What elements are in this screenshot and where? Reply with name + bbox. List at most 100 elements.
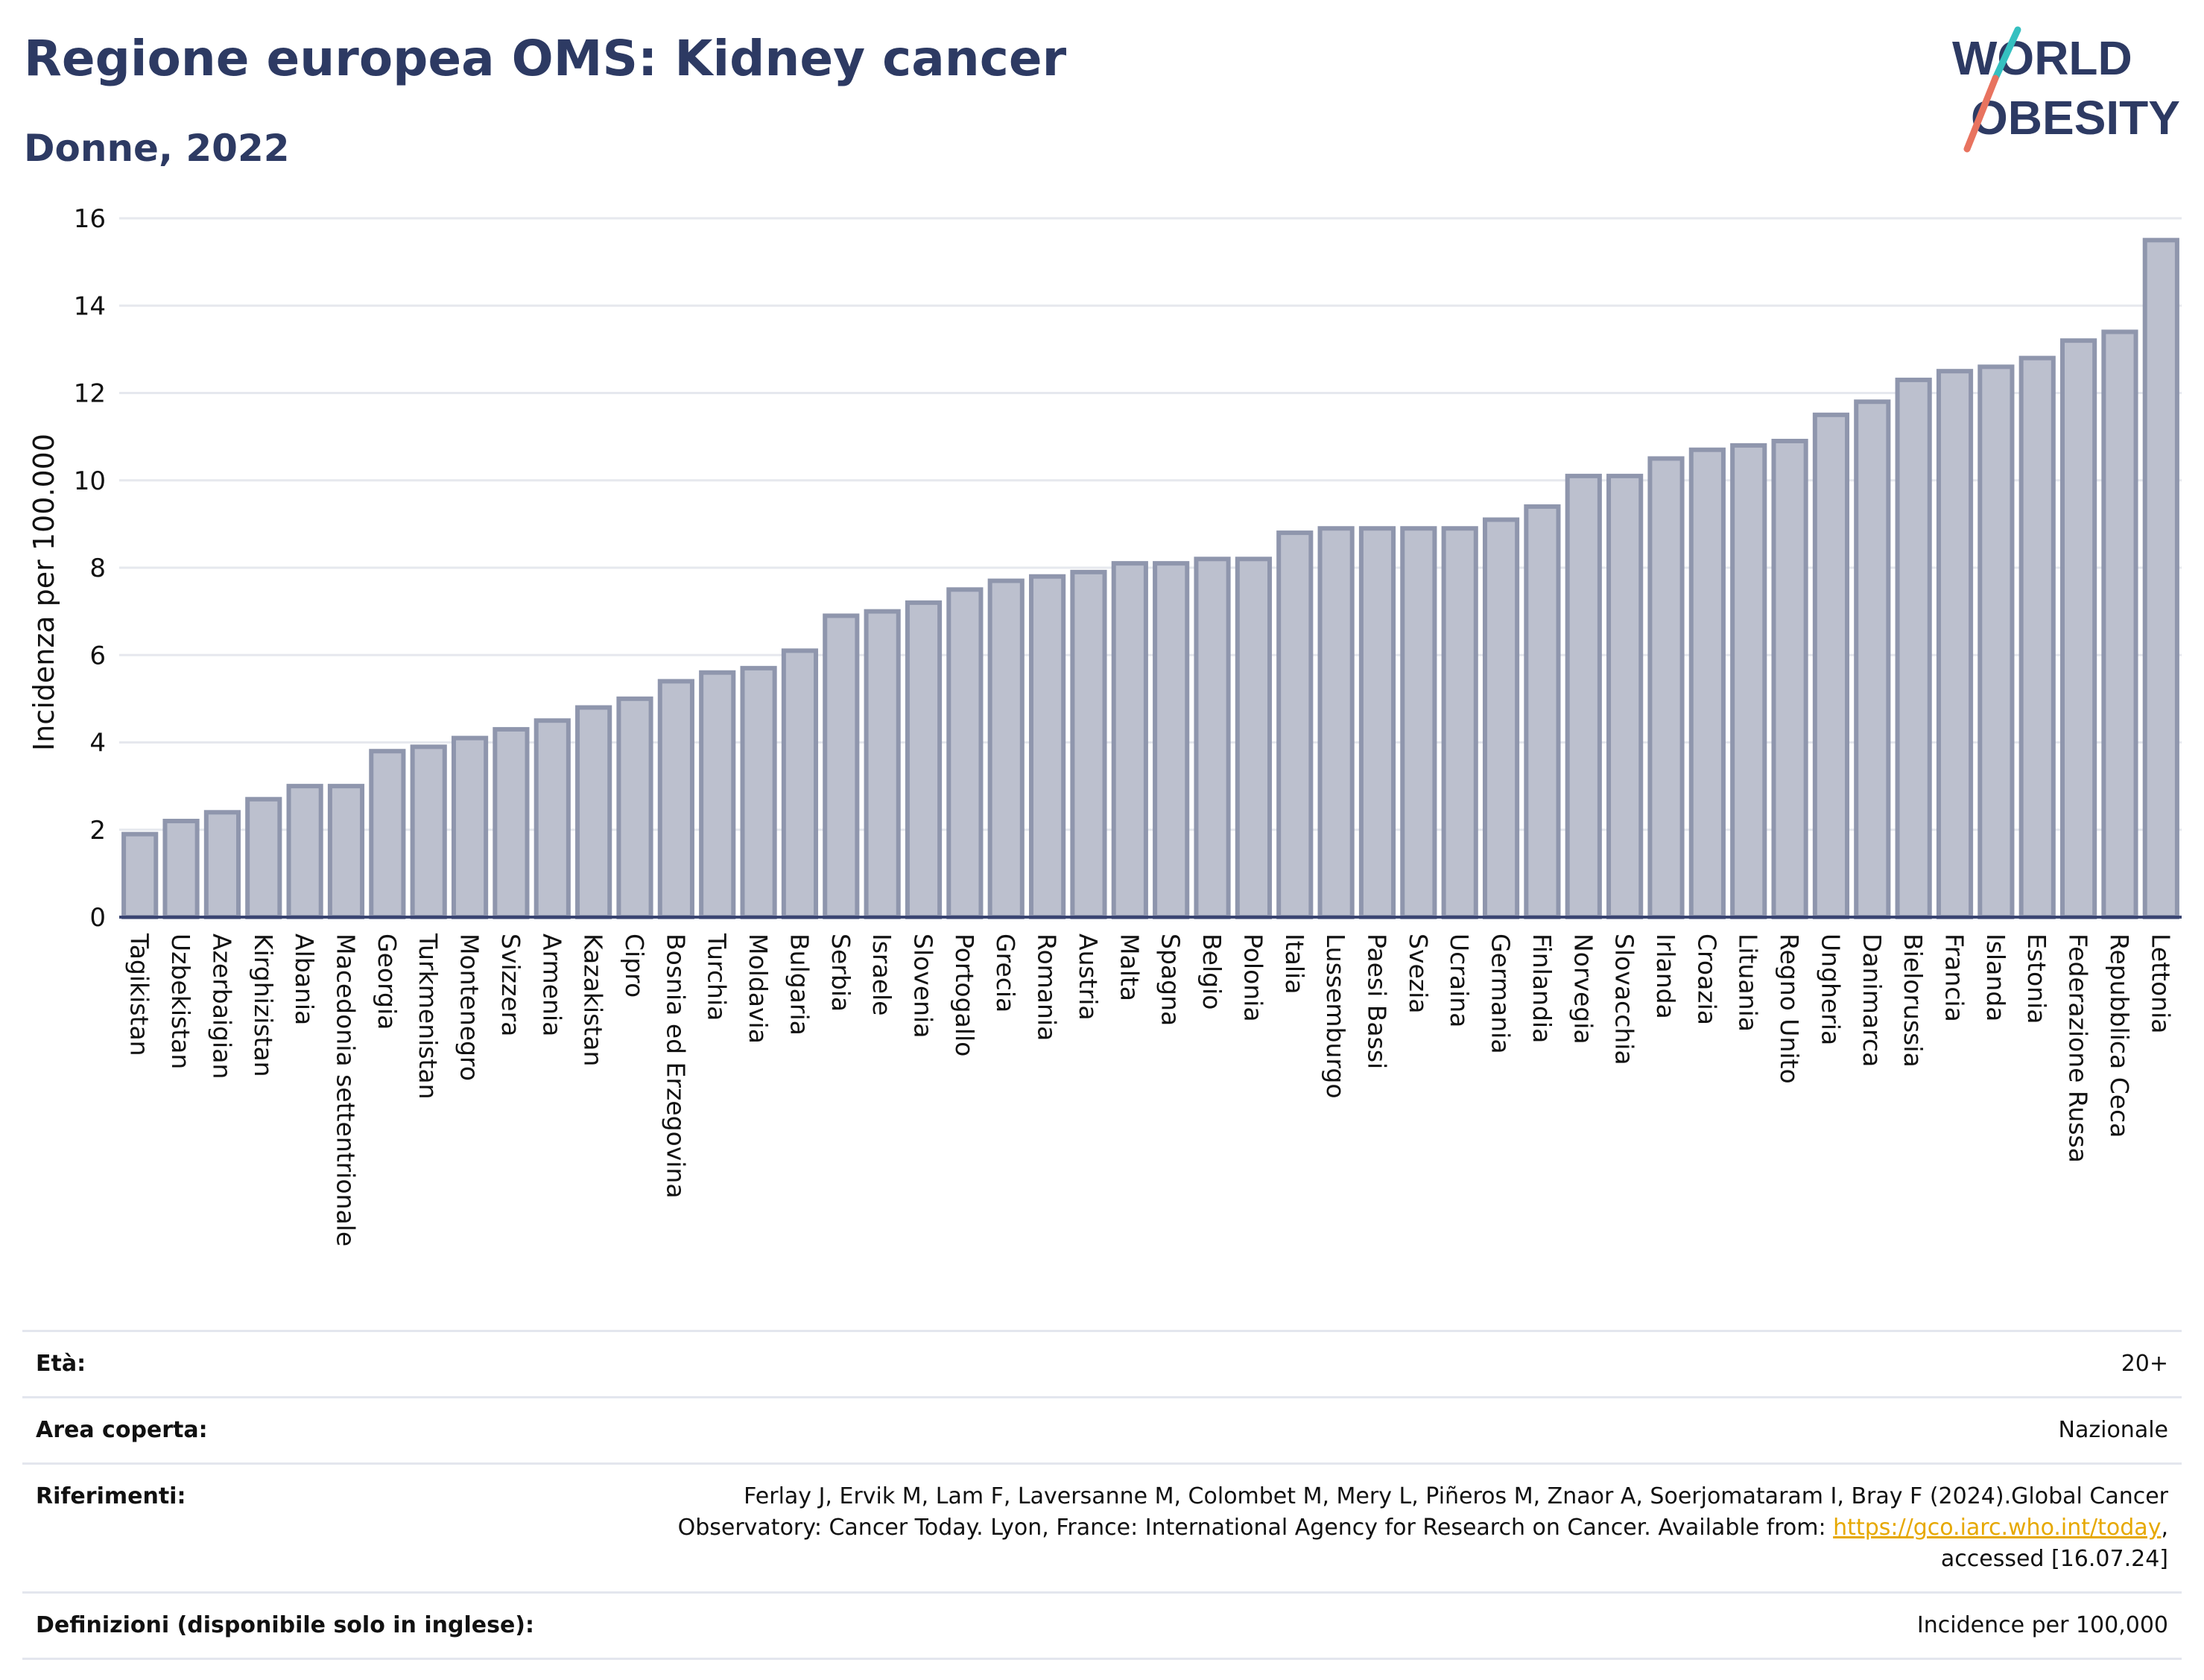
bar-moldavia[interactable] <box>740 665 777 920</box>
bar-malta[interactable] <box>1111 561 1148 919</box>
bar-kazakistan[interactable] <box>575 705 612 919</box>
x-tick-label: Slovacchia <box>1610 933 1639 1065</box>
references-value: Ferlay J, Ervik M, Lam F, Laversanne M, … <box>677 1483 2168 1572</box>
x-tick-label: Svizzera <box>496 933 525 1036</box>
x-tick-label: Serbia <box>826 933 855 1012</box>
x-tick-label: Paesi Bassi <box>1362 933 1391 1069</box>
bar-polonia[interactable] <box>1235 557 1272 920</box>
bar-irlanda[interactable] <box>1647 456 1685 919</box>
bar-austria[interactable] <box>1070 569 1107 919</box>
references-line-2: Observatory: Cancer Today. Lyon, France:… <box>677 1515 1826 1541</box>
bar-germania[interactable] <box>1482 517 1520 919</box>
bar-slovenia[interactable] <box>905 600 943 920</box>
bar-israele[interactable] <box>864 609 901 919</box>
page-subtitle: Donne, 2022 <box>24 127 290 170</box>
bar-croazia[interactable] <box>1688 447 1726 919</box>
x-tick-label: Ungheria <box>1816 933 1845 1045</box>
bar-cipro[interactable] <box>616 696 653 919</box>
bar-svizzera[interactable] <box>493 726 530 919</box>
x-tick-label: Georgia <box>373 933 402 1030</box>
x-tick-label: Italia <box>1280 933 1309 994</box>
area-value: Nazionale <box>2058 1417 2168 1443</box>
x-tick-label: Germania <box>1486 933 1516 1054</box>
y-tick-label: 10 <box>74 466 106 496</box>
bar-turchia[interactable] <box>699 670 736 919</box>
labels-layer: Tagikistan Uzbekistan Azerbaigian Kirghizis… <box>125 933 2176 1246</box>
bar-svezia[interactable] <box>1400 526 1437 919</box>
bar-ungheria[interactable] <box>1812 412 1850 919</box>
x-tick-label: Turchia <box>703 933 732 1021</box>
bar-belgio[interactable] <box>1194 557 1231 920</box>
area-label: Area coperta: <box>36 1417 208 1443</box>
bar-norvegia[interactable] <box>1565 473 1602 919</box>
world-obesity-logo[interactable]: WORLD OBESITY <box>1930 22 2198 171</box>
y-axis-label: Incidenza per 100.000 <box>28 434 60 751</box>
x-tick-label: Lituania <box>1734 933 1763 1032</box>
info-row-age: Età: 20+ <box>22 1330 2182 1396</box>
bar-lituania[interactable] <box>1730 443 1767 919</box>
bar-bielorussia[interactable] <box>1895 377 1932 920</box>
axis-layer: 0 2 4 6 8 10 12 14 16 <box>74 204 2182 933</box>
bar-ucraina[interactable] <box>1441 526 1478 919</box>
x-tick-label: Kirghizistan <box>249 933 278 1077</box>
bar-turkmenistan[interactable] <box>410 744 447 919</box>
bar-spagna[interactable] <box>1153 561 1190 919</box>
bar-albania[interactable] <box>286 784 323 919</box>
y-tick-label: 2 <box>89 816 106 846</box>
x-tick-label: Kazakistan <box>579 933 608 1066</box>
y-tick-label: 8 <box>89 554 106 583</box>
x-tick-label: Albania <box>290 933 319 1025</box>
bar-danimarca[interactable] <box>1854 399 1891 919</box>
bar-armenia[interactable] <box>533 718 571 919</box>
x-tick-label: Tagikistan <box>125 933 154 1056</box>
bar-macedonia-settentrionale[interactable] <box>327 784 365 919</box>
bar-regno-unito[interactable] <box>1771 438 1808 919</box>
x-tick-label: Bielorussia <box>1899 933 1928 1068</box>
bar-romania[interactable] <box>1029 574 1066 919</box>
bar-estonia[interactable] <box>2018 355 2056 920</box>
x-tick-label: Irlanda <box>1651 933 1680 1019</box>
bar-tagikistan[interactable] <box>121 831 159 920</box>
bar-lettonia[interactable] <box>2142 238 2179 919</box>
bar-bulgaria[interactable] <box>781 648 819 919</box>
x-tick-label: Grecia <box>991 933 1020 1012</box>
x-tick-label: Islanda <box>1981 933 2010 1021</box>
x-tick-label: Svezia <box>1404 933 1433 1014</box>
bar-grecia[interactable] <box>987 578 1025 920</box>
bar-uzbekistan[interactable] <box>162 819 200 920</box>
bar-francia[interactable] <box>1936 369 1974 919</box>
references-line-1: Ferlay J, Ervik M, Lam F, Laversanne M, … <box>744 1483 2168 1509</box>
age-value: 20+ <box>2121 1351 2168 1377</box>
references-link[interactable]: https://gco.iarc.who.int/today <box>1833 1515 2162 1541</box>
x-tick-label: Romania <box>1033 933 1062 1041</box>
bar-azerbaigian[interactable] <box>203 810 241 920</box>
bar-portogallo[interactable] <box>946 587 984 919</box>
bar-finlandia[interactable] <box>1524 504 1561 919</box>
bar-lussemburgo[interactable] <box>1317 526 1355 919</box>
x-tick-label: Lettonia <box>2146 933 2175 1033</box>
bar-slovacchia[interactable] <box>1606 473 1644 919</box>
x-tick-label: Bulgaria <box>785 933 814 1036</box>
x-tick-label: Repubblica Ceca <box>2105 933 2134 1138</box>
bar-serbia[interactable] <box>823 613 860 919</box>
definitions-label: Definizioni (disponibile solo in inglese… <box>36 1612 534 1638</box>
bar-georgia[interactable] <box>369 749 406 919</box>
x-tick-label: Malta <box>1115 933 1144 1001</box>
bar-montenegro[interactable] <box>451 735 489 920</box>
x-tick-label: Cipro <box>620 933 649 998</box>
bar-kirghizistan[interactable] <box>245 796 282 920</box>
y-tick-label: 6 <box>89 641 106 671</box>
bar-islanda[interactable] <box>1977 364 2015 919</box>
bar-bosnia-ed-erzegovina[interactable] <box>657 679 694 919</box>
bar-repubblica-ceca[interactable] <box>2101 329 2138 919</box>
logo-slash-bottom-icon <box>1963 75 1999 153</box>
bar-paesi-bassi[interactable] <box>1358 526 1396 919</box>
info-row-area: Area coperta: Nazionale <box>22 1396 2182 1462</box>
bar-federazione-russa[interactable] <box>2060 338 2097 919</box>
logo-text-world: WORLD <box>1952 31 2132 85</box>
x-tick-label: Israele <box>867 933 896 1016</box>
x-tick-label: Austria <box>1074 933 1103 1021</box>
bar-italia[interactable] <box>1276 530 1314 919</box>
y-tick-label: 12 <box>74 379 106 409</box>
info-row-definitions: Definizioni (disponibile solo in inglese… <box>22 1591 2182 1660</box>
